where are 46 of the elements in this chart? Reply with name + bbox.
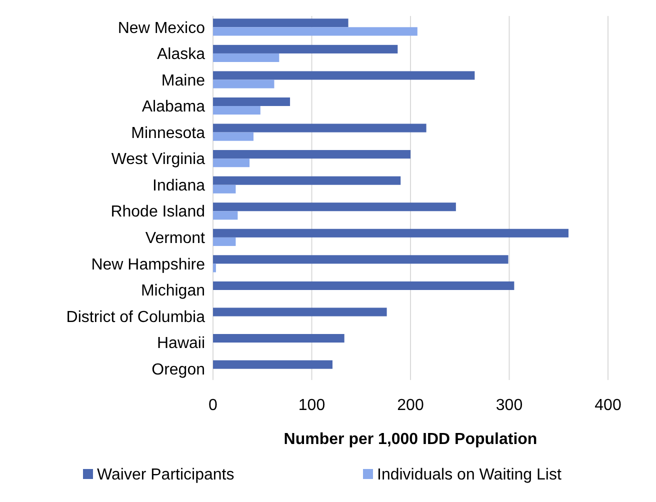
x-tick-label: 300	[496, 397, 523, 414]
y-tick-label: District of Columbia	[66, 308, 206, 326]
bar	[213, 176, 401, 185]
y-tick-label: Maine	[161, 72, 206, 90]
y-tick-label: Alabama	[142, 98, 206, 116]
y-tick-label: Rhode Island	[110, 204, 205, 221]
bar	[213, 150, 410, 159]
y-tick-label: Oregon	[152, 361, 205, 378]
x-axis-title: Number per 1,000 IDD Population	[284, 431, 538, 448]
bar	[213, 53, 280, 62]
x-tick-label: 0	[208, 397, 218, 414]
bar	[213, 211, 238, 220]
y-tick-label: Michigan	[140, 282, 205, 300]
bar	[213, 308, 387, 316]
x-tick-label: 200	[397, 397, 424, 414]
y-tick-label: Minnesota	[131, 124, 206, 142]
bar	[213, 255, 508, 264]
x-tick-label: 400	[594, 397, 622, 414]
x-tick-label: 100	[298, 397, 326, 414]
bar	[213, 106, 260, 115]
bar	[213, 202, 456, 212]
bar	[213, 132, 254, 141]
bar	[213, 237, 236, 246]
y-tick-label: Alaska	[156, 46, 206, 64]
bar	[213, 18, 348, 28]
bar	[213, 97, 290, 106]
y-tick-label: New Mexico	[118, 20, 206, 37]
bar	[213, 71, 475, 80]
bar	[213, 44, 398, 54]
bar	[213, 27, 418, 36]
bar	[213, 158, 250, 168]
bar	[213, 281, 514, 290]
bar	[213, 334, 344, 343]
legend-label: Waiver Participants	[97, 466, 234, 484]
bar	[213, 360, 332, 369]
y-tick-label: Indiana	[152, 177, 206, 194]
y-tick-label: New Hampshire	[91, 256, 206, 274]
bar	[213, 228, 568, 238]
bar	[213, 184, 236, 194]
bar	[213, 264, 216, 272]
legend-label: Individuals on Waiting List	[377, 466, 562, 484]
y-tick-label: West Virginia	[111, 151, 206, 168]
y-tick-label: Hawaii	[156, 335, 205, 352]
bar	[213, 124, 426, 132]
y-tick-label: Vermont	[145, 230, 206, 248]
bar	[213, 80, 274, 88]
